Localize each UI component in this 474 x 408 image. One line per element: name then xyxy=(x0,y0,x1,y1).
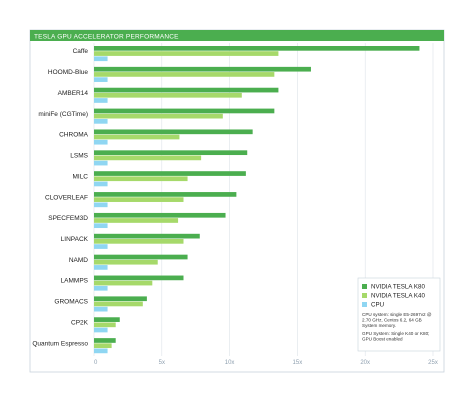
bar xyxy=(94,322,116,328)
bar xyxy=(94,129,253,135)
bar xyxy=(94,171,246,176)
category-label: CHROMA xyxy=(59,132,89,139)
bar xyxy=(94,113,223,119)
x-tick-label: 5x xyxy=(159,360,165,366)
legend-swatch xyxy=(362,284,367,289)
bar xyxy=(94,285,108,291)
bar xyxy=(94,119,108,124)
bar xyxy=(94,212,226,218)
chart-title: TESLA GPU ACCELERATOR PERFORMANCE xyxy=(34,34,179,41)
bar xyxy=(94,317,120,322)
bar xyxy=(94,92,242,98)
bar xyxy=(94,275,184,281)
legend-swatch xyxy=(362,293,367,298)
category-label: LSMS xyxy=(70,153,88,160)
bar xyxy=(94,223,108,229)
legend-note: GPU Boost enabled xyxy=(362,336,403,341)
category-label: GROMACS xyxy=(54,299,88,306)
bar xyxy=(94,259,158,265)
bar xyxy=(94,98,108,103)
legend-label: CPU xyxy=(371,302,384,309)
bar xyxy=(94,192,237,197)
x-tick-label: 25x xyxy=(428,360,438,366)
bar xyxy=(94,280,153,286)
bars xyxy=(94,46,420,354)
category-label: CLOVERLEAF xyxy=(45,194,88,201)
bar xyxy=(94,66,311,72)
category-label: AMBER14 xyxy=(58,90,89,97)
bar xyxy=(94,77,108,82)
bar xyxy=(94,233,200,239)
category-label: Quantum Espresso xyxy=(32,340,88,347)
bar xyxy=(94,343,112,349)
title-background xyxy=(30,30,444,41)
legend-note: GPU System: Single K40 or K80; xyxy=(362,331,429,336)
bar xyxy=(94,150,248,156)
x-tick-label: 10x xyxy=(225,360,235,366)
legend-label: NVIDIA TESLA K40 xyxy=(371,293,425,300)
bar xyxy=(94,239,184,244)
x-tick-label: 20x xyxy=(360,360,370,366)
bar xyxy=(94,160,108,166)
bar xyxy=(94,134,180,140)
bar xyxy=(94,202,108,208)
category-label: LINPACK xyxy=(61,236,89,243)
category-labels: Caffe HOOMD-Blue AMBER14 miniFe (CGTime) CHR… xyxy=(32,48,88,347)
category-label: miniFe (CGTime) xyxy=(38,111,88,118)
bar xyxy=(94,87,279,93)
bar xyxy=(94,197,184,202)
bar xyxy=(94,254,188,260)
category-label: MILC xyxy=(72,173,88,180)
x-tick-labels: 0 5x 10x 15x 20x 25x xyxy=(94,360,438,366)
bar xyxy=(94,176,188,182)
bar xyxy=(94,301,143,307)
bar xyxy=(94,296,147,302)
bar xyxy=(94,139,108,145)
bar xyxy=(94,327,108,333)
bar xyxy=(94,348,108,354)
legend-note: CPU system: single E5-2697v2 @ xyxy=(362,312,432,317)
bar xyxy=(94,56,108,62)
legend-swatch xyxy=(362,302,367,307)
bar xyxy=(94,51,279,56)
category-label: LAMMPS xyxy=(61,278,89,285)
legend-note: System memory. xyxy=(362,323,396,328)
legend: NVIDIA TESLA K80 NVIDIA TESLA K40 CPU CPU s… xyxy=(357,277,441,352)
bar xyxy=(94,46,420,51)
bar xyxy=(94,306,108,312)
bar xyxy=(94,155,202,161)
category-label: SPECFEM3D xyxy=(48,215,88,222)
legend-note: 2.70 GHz, Centos 6.2, 64 GB xyxy=(362,318,422,323)
bar xyxy=(94,265,108,270)
legend-label: NVIDIA TESLA K80 xyxy=(371,284,425,291)
bar xyxy=(94,244,108,249)
x-tick-label: 0 xyxy=(94,360,98,366)
legend-box xyxy=(357,277,441,352)
bar xyxy=(94,218,179,223)
category-label: NAMD xyxy=(69,257,88,264)
category-label: CP2K xyxy=(71,319,89,326)
chart-title-bar: TESLA GPU ACCELERATOR PERFORMANCE xyxy=(30,30,444,41)
bar xyxy=(94,108,275,114)
bar xyxy=(94,338,116,343)
category-label: Caffe xyxy=(73,48,89,55)
x-tick-label: 15x xyxy=(293,360,303,366)
bar xyxy=(94,72,275,77)
category-label: HOOMD-Blue xyxy=(48,69,88,76)
bar xyxy=(94,181,108,187)
